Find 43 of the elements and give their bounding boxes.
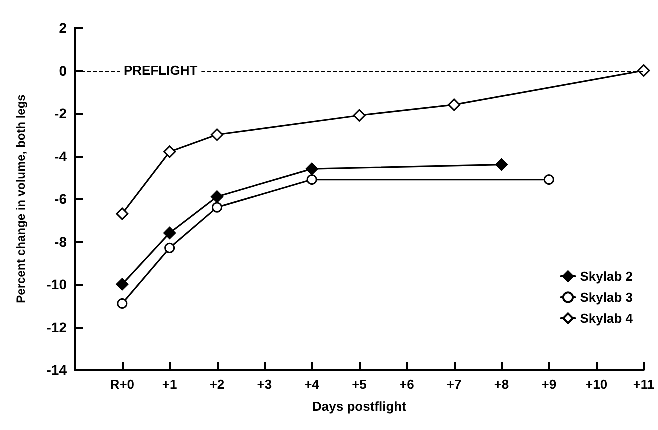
x-tick-label: +9	[542, 377, 557, 392]
point	[116, 208, 129, 220]
y-tick-label: 0	[59, 62, 68, 79]
x-tick-label: +10	[586, 377, 608, 392]
x-tick-label: +4	[304, 377, 320, 392]
point	[544, 174, 554, 186]
y-tick-label: -6	[54, 191, 68, 207]
point	[116, 278, 129, 291]
point	[448, 98, 461, 112]
x-tick-label: +7	[446, 377, 462, 392]
x-axis-title: Days postflight	[312, 399, 408, 414]
point	[212, 202, 222, 213]
x-tick-label: R+0	[110, 377, 135, 392]
point	[306, 174, 318, 186]
point	[496, 158, 508, 172]
point	[306, 162, 318, 176]
point	[164, 226, 176, 240]
y-axis-title: Percent change in volume, both legs	[14, 94, 28, 304]
y-tick-label: -2	[54, 106, 68, 122]
y-tick-label: 2	[59, 20, 68, 36]
y-tick-label: -14	[46, 362, 68, 378]
point	[211, 190, 224, 204]
x-tick-label: +6	[400, 377, 414, 392]
x-tick-label: +11	[633, 377, 655, 392]
ref-line-label: PREFLIGHT	[124, 62, 198, 78]
legend-label: Skylab 4	[580, 311, 634, 326]
y-tick-label: -4	[54, 148, 68, 164]
legend-label: Skylab 3	[580, 290, 634, 305]
point	[117, 298, 128, 309]
y-tick-label: -12	[46, 319, 68, 336]
x-tick-label: +1	[162, 377, 178, 392]
y-tick-label: -8	[54, 234, 68, 250]
point	[164, 242, 176, 254]
x-tick-label: +5	[352, 377, 367, 392]
point	[211, 128, 224, 142]
point	[164, 146, 176, 158]
x-tick-label: +2	[210, 377, 225, 392]
x-tick-label: +8	[494, 377, 510, 392]
legend-label: Skylab 2	[580, 269, 634, 284]
point	[353, 109, 366, 122]
x-tick-label: +3	[257, 377, 272, 392]
point	[638, 64, 650, 77]
y-tick-label: -10	[46, 276, 68, 292]
